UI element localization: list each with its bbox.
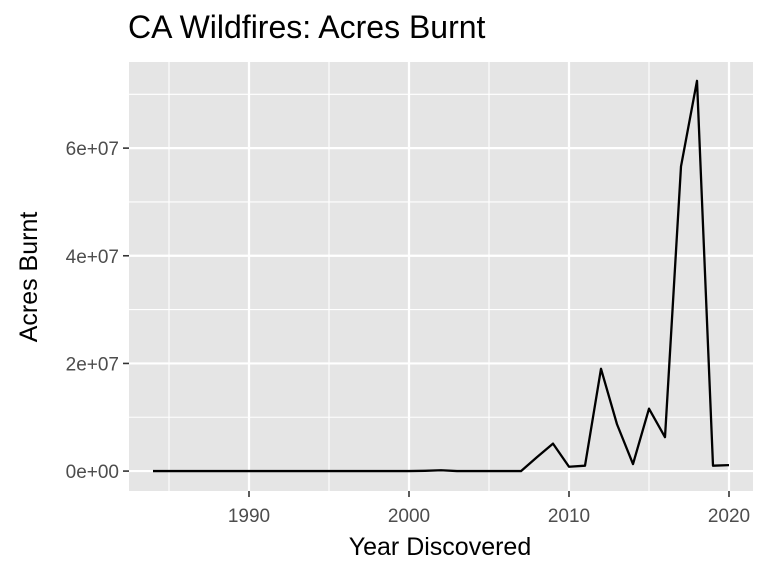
x-tick-label: 2010 — [548, 506, 590, 527]
y-tick-label: 4e+07 — [66, 247, 119, 268]
chart-title: CA Wildfires: Acres Burnt — [128, 9, 486, 45]
x-axis-title: Year Discovered — [349, 533, 532, 561]
y-tick-label: 2e+07 — [66, 354, 119, 375]
x-tick-label: 2000 — [388, 506, 430, 527]
y-tick-label: 0e+00 — [66, 462, 119, 483]
x-tick-label: 2020 — [708, 506, 750, 527]
y-tick-label: 6e+07 — [66, 139, 119, 160]
x-tick-label: 1990 — [228, 506, 270, 527]
y-axis-title: Acres Burnt — [15, 212, 43, 343]
series-line — [153, 79, 730, 473]
